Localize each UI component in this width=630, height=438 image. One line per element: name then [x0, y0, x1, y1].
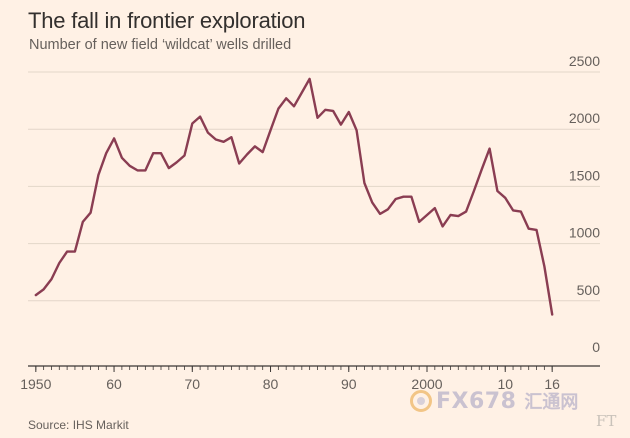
source-note: Source: IHS Markit	[28, 418, 129, 432]
y-tick-label: 1000	[569, 225, 600, 241]
grid-lines	[28, 71, 600, 302]
y-axis-ticks: 0 500 1000 1500 2000 2500	[569, 53, 600, 355]
x-axis: 1950 60 70 80 90 2000 10 16	[20, 365, 600, 392]
x-tick-label: 70	[185, 376, 201, 392]
x-tick-label: 1950	[20, 376, 51, 392]
x-tick-label: 80	[263, 376, 279, 392]
watermark-logo-icon	[410, 390, 432, 412]
x-tick-label: 16	[544, 376, 560, 392]
y-tick-label: 0	[592, 339, 600, 355]
x-tick-label: 2000	[411, 376, 442, 392]
y-tick-label: 2000	[569, 110, 600, 126]
series-layer	[34, 77, 554, 316]
y-tick-label: 2500	[569, 53, 600, 69]
y-tick-label: 500	[577, 282, 601, 298]
watermark: FX678 汇通网	[410, 388, 578, 414]
chart-subtitle: Number of new field ‘wildcat’ wells dril…	[29, 37, 292, 53]
watermark-brand: FX678	[436, 388, 517, 414]
y-tick-label: 1500	[569, 167, 600, 183]
chart-title: The fall in frontier exploration	[28, 8, 306, 33]
ft-corner-mark: FT	[596, 412, 617, 430]
series-line-0	[34, 77, 554, 316]
watermark-brand-cn: 汇通网	[524, 392, 579, 413]
x-tick-label: 60	[106, 376, 122, 392]
x-tick-label: 10	[497, 376, 513, 392]
x-tick-label: 90	[341, 376, 357, 392]
